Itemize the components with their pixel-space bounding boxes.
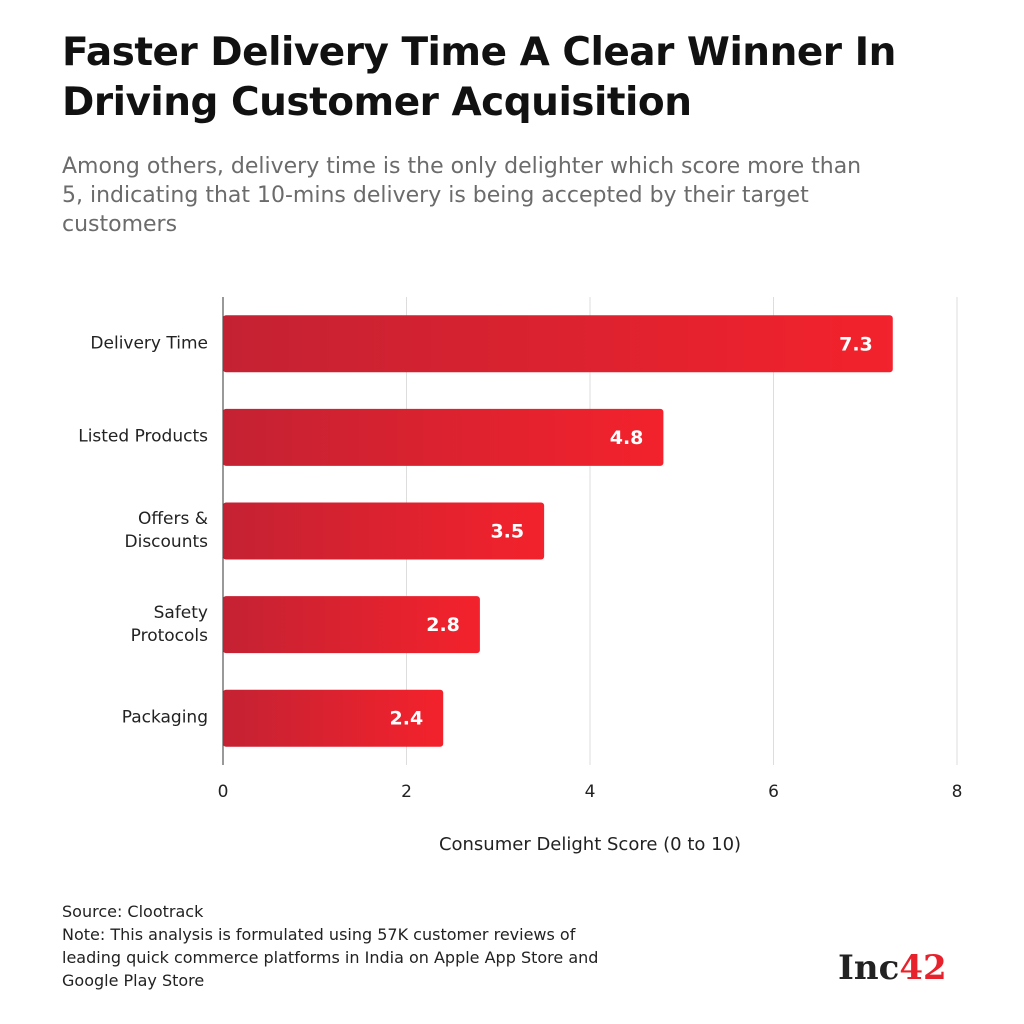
logo: Inc42	[838, 948, 947, 988]
bar	[223, 502, 545, 560]
x-tick-label: 0	[218, 782, 229, 802]
category-label: Packaging	[121, 707, 208, 728]
value-label: 2.8	[426, 614, 460, 636]
category-label: Safety Protocols	[130, 602, 208, 646]
x-axis-title: Consumer Delight Score (0 to 10)	[439, 834, 741, 855]
chart-subtitle: Among others, delivery time is the only …	[62, 154, 862, 237]
category-label: Delivery Time	[90, 333, 208, 354]
category-label: Offers & Discounts	[124, 509, 209, 552]
bar	[223, 315, 893, 373]
bar	[223, 408, 664, 466]
value-label: 7.3	[839, 333, 873, 355]
x-tick-label: 4	[585, 782, 596, 802]
logo-text: Inc	[838, 948, 900, 988]
bar	[223, 596, 480, 654]
x-tick-label: 2	[401, 782, 412, 802]
note: Note: This analysis is formulated using …	[62, 925, 599, 990]
value-label: 4.8	[610, 427, 644, 449]
value-label: 2.4	[390, 708, 424, 730]
x-tick-label: 8	[952, 782, 963, 802]
logo-accent: 42	[899, 948, 947, 988]
x-tick-label: 6	[768, 782, 779, 802]
value-label: 3.5	[490, 521, 524, 543]
category-label: Listed Products	[78, 426, 208, 447]
footnote: Source: Clootrack Note: This analysis is…	[62, 900, 602, 992]
bar	[223, 689, 444, 747]
chart-title: Faster Delivery Time A Clear Winner In D…	[62, 30, 896, 125]
source: Source: Clootrack	[62, 902, 204, 921]
